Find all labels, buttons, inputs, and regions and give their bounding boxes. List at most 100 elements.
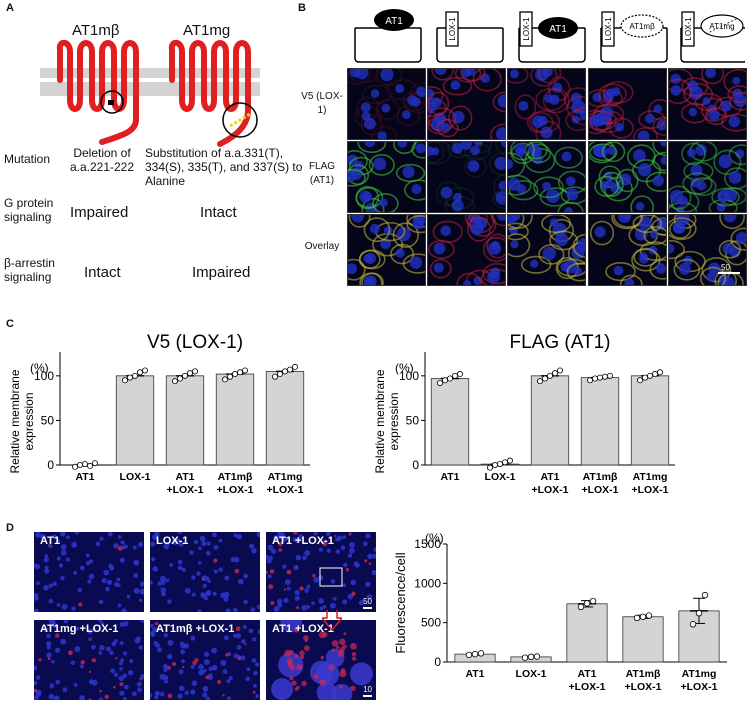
micrograph-r0-c2 — [507, 68, 587, 140]
receptor-schematic — [40, 40, 260, 147]
chart-c-xlabel-0-3: AT1mβ +LOX-1 — [216, 471, 253, 496]
chart-d-yticklabel-0: 0 — [434, 655, 441, 669]
fluorescence-image-1: LOX-1 — [150, 532, 260, 612]
chart-c-point-1-2-2 — [547, 372, 554, 379]
chart-d-point-3-2 — [645, 612, 653, 619]
chart-c: V5 (LOX-1) (%) Relative membraneexpression… — [8, 332, 675, 496]
row-label-g-protein: G protein signaling — [4, 196, 54, 224]
at1mb-mutation-circle — [100, 90, 124, 114]
fluorescence-label-0: AT1 — [40, 535, 60, 547]
chart-c-point-1-1-1 — [491, 461, 498, 468]
schematic-at1-text: AT1 — [385, 16, 403, 27]
chart-c-point-1-4-0 — [637, 377, 644, 384]
chart-c-xlabel-0-4: AT1mg +LOX-1 — [266, 471, 303, 496]
chart-c-yticklabel-0-100: 100 — [34, 369, 54, 383]
chart-c-yticklabel-1-50: 50 — [406, 413, 420, 427]
chart-d-yticklabel-500: 500 — [421, 616, 441, 630]
fluorescence-label-4: AT1mβ +LOX-1 — [156, 623, 235, 635]
zoom-arrow — [322, 610, 342, 632]
fluorescence-label-5: AT1 +LOX-1 — [272, 623, 334, 635]
chart-c-point-1-2-4 — [557, 367, 564, 374]
chart-d-point-0-2 — [477, 650, 485, 657]
micrograph-r0-c4 — [667, 68, 747, 140]
micrograph-r0-c3 — [587, 68, 667, 140]
chart-c-yticklabel-1-0: 0 — [412, 458, 419, 472]
schematic-at1mb-text: AT1mβ — [629, 22, 655, 31]
microscopy-grid — [347, 68, 747, 286]
fluorescence-image-4: AT1mβ +LOX-1 — [150, 620, 260, 700]
chart-c-point-0-1-3 — [136, 369, 143, 376]
micrograph-r1-c2 — [507, 141, 587, 213]
chart-d-xlabel-4: AT1mg +LOX-1 — [680, 668, 717, 693]
chart-d-yticklabel-1500: 1500 — [414, 537, 441, 551]
chart-c-xlabel-0-0: AT1 — [75, 471, 94, 483]
fluorescence-label-2: AT1 +LOX-1 — [272, 535, 334, 547]
beta-arrestin-at1mb: Intact — [84, 264, 121, 281]
schematic-lox1-text: LOX-1 — [448, 17, 457, 41]
chart-c-point-1-3-4 — [607, 372, 614, 379]
chart-c-bar-0-2 — [165, 375, 205, 466]
chart-c-point-1-0-1 — [441, 377, 448, 384]
chart-c-point-0-2-4 — [191, 368, 198, 375]
chart-c-point-0-2-2 — [181, 372, 188, 379]
chart-c-yticklabel-0-0: 0 — [47, 458, 54, 472]
row-label-flag: FLAG (AT1) — [308, 161, 336, 186]
micrograph-r1-c4 — [667, 141, 747, 213]
chart-c-point-0-0-0 — [72, 463, 79, 470]
chart-c-bar-1-0 — [430, 378, 470, 466]
chart-c-point-1-0-2 — [446, 375, 453, 382]
chart-d-xlabel-3: AT1mβ +LOX-1 — [624, 668, 661, 693]
chart-c-point-1-0-0 — [436, 379, 443, 386]
chart-c-point-0-4-2 — [281, 368, 288, 375]
receptor-at1mb — [56, 40, 139, 145]
panel-c-letter: C — [6, 318, 14, 330]
chart-c-point-0-4-4 — [291, 363, 298, 370]
chart-d-point-2-1 — [583, 600, 591, 607]
row-label-v5: V5 (LOX-1) — [301, 91, 343, 116]
schematic-lox1-at1-loxtext: LOX-1 — [522, 17, 531, 41]
chart-c-point-0-3-4 — [241, 367, 248, 374]
fluorescence-image-5: AT1 +LOX-1 10 — [266, 620, 376, 700]
panel-a-letter: A — [6, 2, 14, 14]
chart-c-point-1-4-2 — [647, 372, 654, 379]
micrograph-r1-c3 — [587, 141, 667, 213]
chart-c-point-1-2-3 — [552, 370, 559, 377]
chart-c-point-0-3-0 — [221, 376, 228, 383]
chart-c-point-0-1-0 — [122, 377, 129, 384]
chart-d-point-0-0 — [465, 651, 473, 659]
micrograph-r1-c0 — [347, 141, 426, 213]
chart-d-point-1-0 — [521, 654, 529, 661]
chart-c-point-0-4-3 — [286, 366, 293, 373]
chart-c-point-1-1-4 — [506, 457, 513, 464]
row-label-mutation: Mutation — [4, 152, 51, 166]
chart-d-point-4-0 — [689, 621, 697, 628]
micrograph-r2-c0 — [347, 214, 426, 286]
chart-c-point-0-4-0 — [271, 373, 278, 380]
chart-c-point-0-0-2 — [82, 461, 89, 468]
chart-c-title-0: V5 (LOX-1) — [147, 332, 243, 353]
chart-c-point-0-2-3 — [186, 370, 193, 377]
chart-c-point-0-1-4 — [141, 367, 148, 374]
g-protein-at1mg: Intact — [200, 204, 237, 221]
chart-c-point-1-2-1 — [542, 375, 549, 382]
chart-c-point-0-0-1 — [77, 461, 84, 468]
chart-c-bar-1-4 — [630, 375, 670, 466]
chart-c-point-0-4-1 — [276, 371, 283, 378]
chart-c-xlabel-0-1: LOX-1 — [120, 471, 151, 483]
chart-c-point-1-3-1 — [592, 375, 599, 382]
at1mg-mutation-circle — [222, 102, 258, 138]
micrograph-r2-c2 — [507, 214, 587, 286]
at1mb-deletion-mark — [108, 100, 114, 105]
chart-c-title-1: FLAG (AT1) — [510, 332, 611, 353]
at1-ellipse-1 — [374, 9, 414, 31]
chart-c-ylabel-1: Relative membraneexpression — [373, 369, 401, 473]
schematic-at1: AT1 — [354, 9, 422, 63]
schematic-lox1-at1mb-loxtext: LOX-1 — [604, 17, 613, 41]
scale-bar-d-2: 50 — [363, 597, 372, 609]
chart-c-unit-0: (%) — [30, 361, 49, 375]
row-label-overlay: Overlay — [304, 241, 340, 252]
row-label-beta-arrestin: β-arrestin signaling — [4, 256, 55, 284]
chart-c-yticklabel-0-50: 50 — [41, 413, 55, 427]
schematic-lox1-at1mg-loxtext: LOX-1 — [684, 17, 693, 41]
at1mg-substitution-mark — [229, 112, 251, 128]
